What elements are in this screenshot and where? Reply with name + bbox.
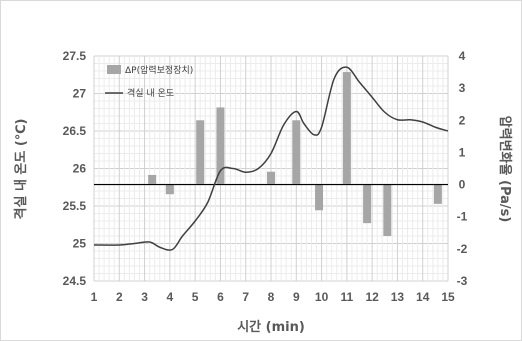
left-tick-label: 26: [73, 162, 87, 176]
left-axis-title: 격실 내 온도 (℃): [13, 118, 29, 219]
bar: [342, 72, 351, 185]
x-tick-label: 14: [416, 290, 430, 304]
x-tick-label: 2: [116, 290, 123, 304]
bar: [363, 184, 372, 224]
x-tick-label: 7: [242, 290, 249, 304]
legend-bar-swatch: [107, 65, 121, 74]
left-tick-label: 26.5: [63, 124, 87, 138]
bar-series: [148, 72, 442, 236]
bar: [292, 120, 301, 185]
left-tick-label: 25: [73, 237, 87, 251]
right-axis-ticks: -3 -2 -1 0 1 2 3 4: [457, 49, 468, 288]
left-tick-label: 24.5: [63, 274, 87, 288]
bar: [315, 184, 324, 211]
left-tick-label: 27: [73, 87, 87, 101]
legend: ΔP(압력보정장치) 격실 내 온도: [105, 64, 193, 99]
x-tick-label: 8: [268, 290, 275, 304]
legend-line-label: 격실 내 온도: [127, 87, 174, 99]
bar: [267, 171, 275, 185]
left-axis-ticks: 24.5 25 25.5 26 26.5 27 27.5: [63, 49, 87, 288]
right-tick-label: 4: [459, 49, 466, 63]
x-tick-label: 9: [293, 290, 300, 304]
x-axis-title: 시간 (min): [237, 319, 305, 335]
bar: [216, 107, 225, 185]
right-tick-label: 1: [459, 145, 466, 159]
left-tick-label: 27.5: [63, 49, 87, 63]
x-tick-label: 15: [441, 290, 455, 304]
bar: [196, 120, 205, 185]
right-tick-label: 0: [459, 178, 466, 192]
x-tick-label: 5: [192, 290, 199, 304]
legend-bar-label: ΔP(압력보정장치): [125, 64, 193, 76]
x-tick-label: 3: [141, 290, 148, 304]
right-tick-label: 2: [459, 113, 466, 127]
right-tick-label: 3: [459, 81, 466, 95]
right-tick-label: -2: [457, 242, 468, 256]
right-tick-label: -3: [457, 274, 468, 288]
x-tick-label: 12: [365, 290, 379, 304]
x-tick-label: 10: [315, 290, 329, 304]
x-tick-label: 6: [217, 290, 224, 304]
bar: [165, 184, 174, 195]
bar: [433, 184, 442, 204]
x-tick-label: 13: [391, 290, 405, 304]
x-tick-label: 1: [91, 290, 98, 304]
x-tick-label: 11: [341, 290, 354, 304]
x-tick-label: 4: [167, 290, 174, 304]
left-tick-label: 25.5: [63, 199, 87, 213]
temperature-line: [93, 66, 449, 251]
bar: [383, 184, 392, 236]
bar: [148, 174, 157, 185]
right-axis-title: 압력변화율 (Pa/s): [497, 116, 513, 223]
right-tick-label: -1: [457, 210, 468, 224]
x-axis-ticks: 1 2 3 4 5 6 7 8 9 10 11 12 13 14 15: [91, 290, 455, 304]
